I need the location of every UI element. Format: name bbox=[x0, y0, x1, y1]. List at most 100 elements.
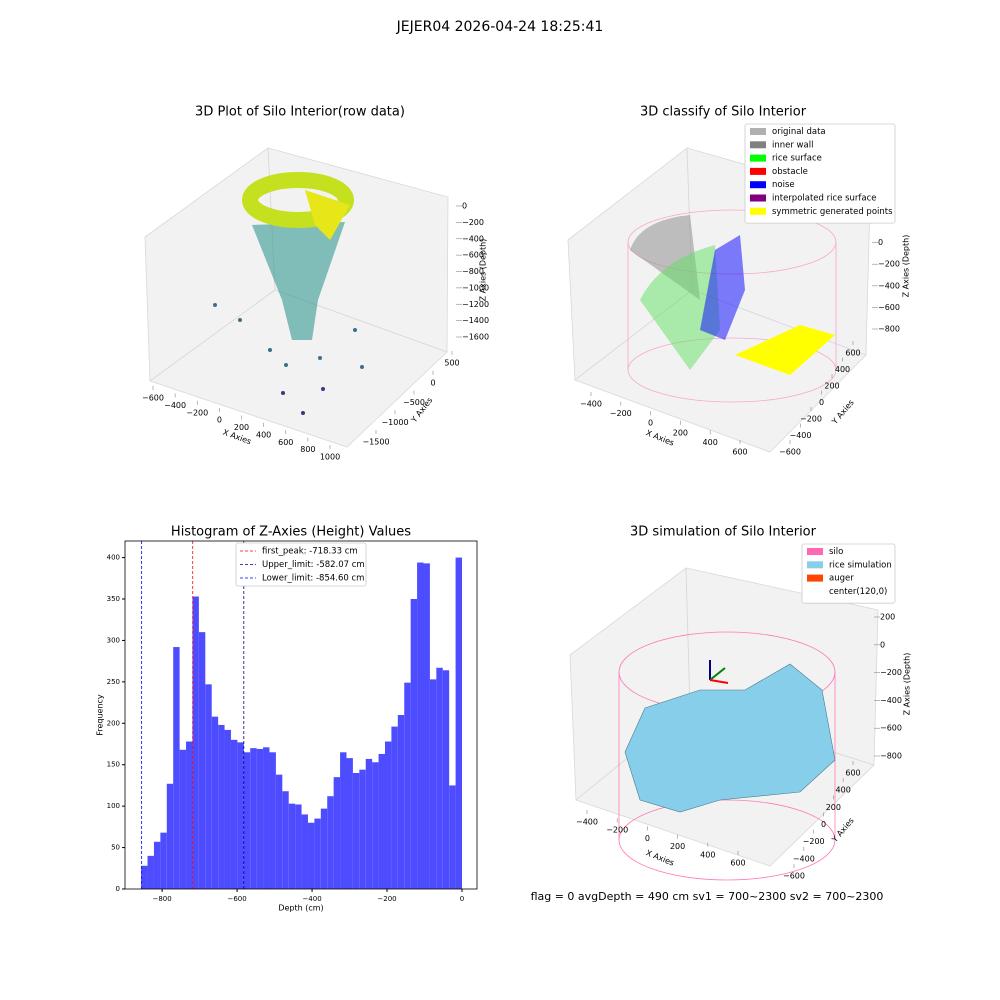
x-tick-label: 1000 bbox=[320, 453, 340, 462]
x-tick-label: −400 bbox=[580, 400, 602, 409]
bar bbox=[436, 667, 443, 889]
legend-frame bbox=[744, 123, 896, 224]
subplot-title: 3D Plot of Silo Interior(row data) bbox=[195, 105, 405, 120]
legend-label: Upper_limit: -582.07 cm bbox=[262, 560, 365, 570]
x-tick-label: 200 bbox=[234, 423, 249, 432]
y-tick-label: 250 bbox=[107, 678, 120, 686]
legend: first_peak: -718.33 cm Upper_limit: -582.… bbox=[235, 542, 367, 587]
bar bbox=[327, 796, 334, 889]
z-tick-label: −1200 bbox=[462, 300, 489, 309]
y-tick-label: −500 bbox=[403, 398, 425, 407]
legend-label: first_peak: -718.33 cm bbox=[262, 547, 358, 557]
bar bbox=[173, 647, 180, 889]
x-tick-label: 200 bbox=[670, 842, 685, 851]
y-tick-label: 0 bbox=[819, 398, 824, 407]
bar bbox=[282, 791, 289, 889]
legend-label: symmetric generated points bbox=[772, 207, 893, 217]
x-tick-label: 600 bbox=[278, 438, 293, 447]
x-tick-label: −600 bbox=[227, 895, 246, 903]
bar bbox=[237, 742, 244, 889]
bar bbox=[186, 741, 193, 889]
x-axis-label: Depth (cm) bbox=[278, 904, 323, 913]
bar bbox=[372, 762, 379, 889]
point bbox=[238, 318, 242, 322]
x-tick-label: −200 bbox=[610, 409, 632, 418]
x-tick-label: 0 bbox=[648, 419, 653, 428]
legend-label: noise bbox=[772, 180, 795, 190]
z-tick-label: −1600 bbox=[462, 333, 489, 342]
z-tick-label: −1400 bbox=[462, 316, 489, 325]
legend-label: auger bbox=[829, 574, 854, 584]
subplot-title: 3D simulation of Silo Interior bbox=[630, 525, 817, 540]
bar bbox=[288, 803, 296, 889]
legend-label: Lower_limit: -854.60 cm bbox=[262, 574, 364, 584]
legend-frame bbox=[235, 542, 367, 587]
legend-label: silo bbox=[829, 547, 843, 557]
z-tick-label: −200 bbox=[462, 218, 484, 227]
x-tick-label: 600 bbox=[730, 859, 745, 868]
bar bbox=[224, 729, 231, 889]
bar bbox=[423, 563, 430, 889]
z-axis-label: Z Axies (Depth) bbox=[479, 239, 488, 302]
legend: silo rice simulation auger center(120,0) bbox=[801, 543, 896, 604]
y-tick-label: −200 bbox=[803, 837, 825, 846]
y-tick-label: 400 bbox=[107, 554, 120, 562]
y-tick-label: −1000 bbox=[381, 418, 408, 427]
footer: flag = 0 avgDepth = 490 cm sv1 = 700~230… bbox=[531, 890, 884, 903]
x-tick-label: −400 bbox=[576, 818, 598, 827]
legend-label: original data bbox=[772, 127, 826, 137]
point bbox=[268, 348, 272, 352]
bar bbox=[365, 758, 373, 889]
x-tick-label: 200 bbox=[673, 428, 688, 437]
legend: original data inner wall rice surface obsta… bbox=[744, 123, 896, 224]
bar bbox=[404, 682, 411, 889]
x-tick-label: −200 bbox=[377, 895, 396, 903]
x-tick-label: 600 bbox=[732, 448, 747, 457]
point-cloud bbox=[252, 222, 345, 340]
y-axis-label: Y Axies bbox=[830, 816, 856, 845]
x-tick-label: −600 bbox=[142, 394, 164, 403]
bar bbox=[147, 855, 154, 889]
z-tick-label: −600 bbox=[880, 724, 902, 733]
z-tick-label: −800 bbox=[880, 752, 902, 761]
bar bbox=[397, 715, 405, 889]
bar bbox=[442, 670, 450, 889]
bar bbox=[429, 679, 437, 889]
bar bbox=[295, 804, 302, 889]
y-tick-label: 600 bbox=[845, 349, 860, 358]
x-axis-label: X Axies bbox=[645, 428, 676, 447]
bar bbox=[455, 557, 463, 889]
legend-frame bbox=[801, 543, 896, 604]
y-tick-label: 200 bbox=[824, 382, 839, 391]
legend-swatch bbox=[750, 128, 766, 135]
bar bbox=[307, 822, 315, 889]
bar bbox=[340, 752, 347, 889]
x-tick-label: 400 bbox=[700, 850, 715, 859]
bar bbox=[153, 841, 161, 889]
y-tick-label: 350 bbox=[107, 595, 120, 603]
subplot-title: Histogram of Z-Axies (Height) Values bbox=[171, 525, 411, 540]
legend-swatch bbox=[750, 167, 766, 175]
z-tick-label: −1000 bbox=[462, 283, 489, 292]
bar bbox=[179, 749, 187, 889]
bar bbox=[275, 774, 283, 889]
legend-label: rice surface bbox=[772, 154, 822, 164]
legend-label: obstacle bbox=[772, 167, 808, 177]
legend-swatch bbox=[750, 154, 766, 162]
bar bbox=[378, 753, 385, 889]
x-tick-label: 0 bbox=[217, 416, 222, 425]
auger-axis bbox=[709, 667, 726, 681]
bar bbox=[192, 596, 199, 889]
bar bbox=[449, 785, 456, 889]
y-tick-label: −600 bbox=[779, 448, 801, 457]
x-tick-label: 0 bbox=[460, 895, 464, 903]
bar bbox=[243, 752, 251, 889]
legend-swatch bbox=[807, 548, 823, 555]
point-cloud bbox=[700, 235, 745, 340]
legend-label: rice simulation bbox=[829, 560, 892, 570]
y-tick-label: 0 bbox=[430, 378, 435, 387]
y-tick-label: 200 bbox=[826, 803, 841, 812]
y-tick-label: 0 bbox=[821, 820, 826, 829]
x-tick-label: −200 bbox=[606, 826, 628, 835]
